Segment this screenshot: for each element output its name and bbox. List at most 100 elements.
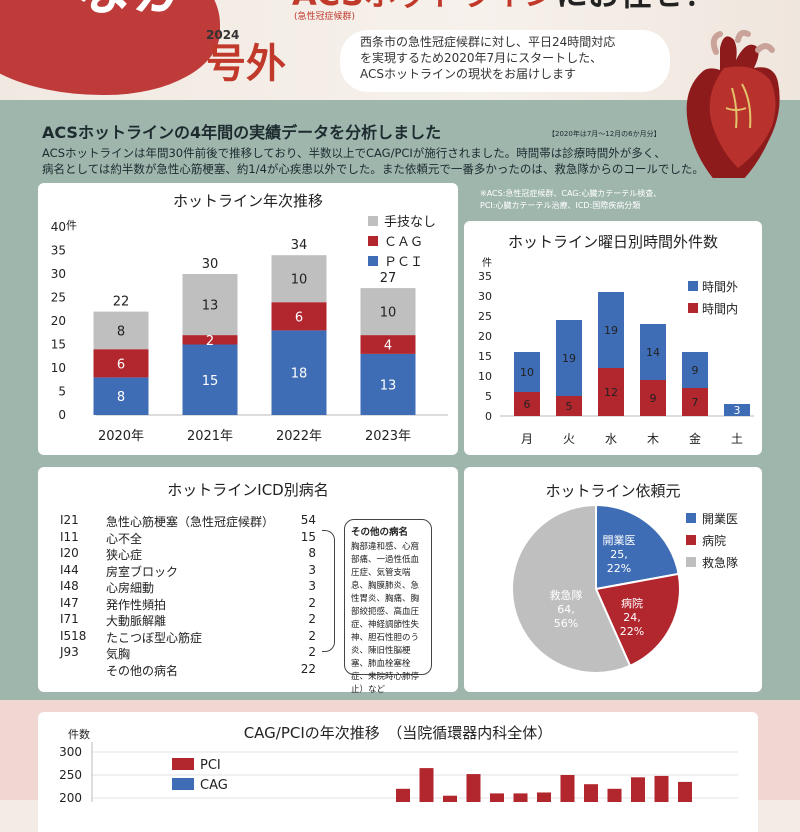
- slice-label: 病院: [621, 596, 643, 610]
- data-label: 13: [202, 299, 219, 314]
- bar: [560, 775, 575, 802]
- acs-note: (急性冠症候群): [294, 12, 356, 22]
- data-label: 9: [650, 392, 657, 405]
- data-label: 10: [520, 366, 534, 379]
- data-label: 5: [566, 400, 573, 413]
- legend-label: 時間外: [702, 280, 738, 294]
- legend-swatch: [172, 778, 194, 790]
- legend-label: CAG: [200, 778, 228, 793]
- icd-count: 2: [308, 612, 316, 626]
- bar-segment: [682, 388, 708, 416]
- icd-count: 3: [308, 579, 316, 593]
- legend-swatch: [368, 216, 378, 226]
- pie-slice: [595, 503, 680, 591]
- annual-trend-card: ホットライン年次推移 件 0 5 10 15 20 25 30 35 40 8 6 8 22 2020年 15…: [38, 183, 458, 455]
- bar-segment: [724, 404, 750, 416]
- intro-box: 西条市の急性冠症候群に対し、平日24時間対応 を実現するため2020年7月にスタ…: [340, 30, 670, 92]
- total-label: 27: [380, 271, 397, 286]
- issue-year: 2024: [206, 28, 240, 42]
- y-axis-label: 件数: [68, 728, 90, 741]
- x-tick-label: 2021年: [187, 429, 233, 444]
- other-title: その他の病名: [351, 527, 409, 538]
- y-tick-label: 0: [485, 410, 492, 423]
- bar-segment: [514, 352, 540, 392]
- weekday-card: ホットライン曜日別時間外件数 件 0 5 10 15 20 25 30 35 6 10 月 5 19 火 12…: [464, 221, 762, 455]
- y-tick-label: 40: [51, 220, 66, 234]
- bar: [631, 777, 645, 802]
- abbreviation-note: ※ACS:急性冠症候群、CAG:心臓カテーテル検査、 PCI:心臓カテーテル治療…: [480, 188, 790, 212]
- icd-code: I47: [60, 595, 79, 610]
- icd-count: 15: [300, 529, 316, 544]
- data-label: 13: [380, 378, 397, 393]
- slice-value: 64,: [557, 603, 575, 616]
- legend-label: ＣＡＧ: [384, 235, 423, 250]
- bar: [490, 793, 504, 802]
- data-label: 8: [117, 390, 125, 405]
- header-banner: なか 2024 号外 ACSホットラインにお任せ！ (急性冠症候群) 西条市の急…: [0, 0, 800, 100]
- data-label: 19: [604, 324, 618, 337]
- icd-code: I21: [60, 513, 79, 527]
- y-axis-label: 件: [66, 219, 77, 232]
- bar-segment: [556, 396, 582, 416]
- legend-swatch: [686, 557, 696, 567]
- icd-name: 発作性頻拍: [106, 597, 167, 612]
- y-tick-label: 10: [51, 361, 66, 375]
- other-bracket: [322, 530, 335, 652]
- legend-label: 開業医: [702, 512, 738, 526]
- bar: [537, 792, 551, 802]
- icd-name: 心不全: [106, 531, 143, 546]
- bar-segment: [640, 380, 666, 416]
- data-label: 15: [202, 374, 219, 389]
- bar-segment: [182, 274, 238, 336]
- bar: [443, 795, 457, 802]
- icd-title: ホットラインICD別病名: [167, 481, 329, 499]
- bar-segment: [360, 353, 416, 415]
- data-label: 18: [291, 367, 308, 382]
- total-label: 34: [291, 238, 308, 253]
- legend-swatch: [686, 513, 696, 523]
- legend-label: 時間内: [702, 302, 738, 316]
- headline-red: ACSホットライン: [292, 0, 556, 13]
- slice-pct: 22%: [620, 625, 644, 638]
- slice-value: 24,: [623, 611, 641, 624]
- slice-label: 救急隊: [550, 588, 583, 602]
- icd-code: I20: [60, 546, 79, 560]
- bar-segment: [93, 377, 149, 415]
- bar-segment: [93, 311, 149, 350]
- x-tick-label: 2020年: [98, 429, 144, 444]
- icd-name: 心房細動: [106, 581, 155, 595]
- legend-label: 病院: [702, 533, 726, 548]
- y-tick-label: 200: [59, 791, 82, 802]
- y-tick-label: 25: [51, 291, 66, 305]
- y-tick-label: 5: [58, 385, 66, 399]
- total-label: 22: [113, 295, 130, 310]
- legend-label: PCI: [200, 758, 221, 773]
- cag-pci-title: CAG/PCIの年次推移 （当院循環器内科全体）: [243, 724, 553, 742]
- icd-name: 房室ブロック: [106, 564, 179, 579]
- headline: ACSホットラインにお任せ！: [292, 0, 716, 10]
- legend-swatch: [368, 236, 378, 246]
- legend-swatch: [172, 758, 194, 770]
- source-card: ホットライン依頼元 開業医 25, 22% 病院 24, 22% 救急隊 64, 56% 開業医病…: [464, 467, 762, 692]
- icd-name: たこつぼ型心筋症: [106, 630, 203, 645]
- bar-segment: [640, 324, 666, 380]
- legend-label: 手技なし: [384, 215, 436, 230]
- data-label: 12: [604, 386, 618, 399]
- y-tick-label: 35: [51, 244, 66, 258]
- y-tick-label: 20: [51, 314, 66, 328]
- data-label: 19: [562, 352, 576, 365]
- icd-code: I48: [60, 579, 79, 593]
- x-tick-label: 土: [731, 432, 743, 446]
- section-note: 【2020年は7月〜12月の6か月分】: [548, 130, 661, 138]
- bar-segment: [271, 255, 327, 303]
- icd-name: その他の病名: [106, 663, 179, 678]
- other-diseases-box: その他の病名 胸部違和感、心窩部痛、一過性低血圧症、気管支喘息、胸膜肺炎、急性胃…: [344, 519, 432, 695]
- y-tick-label: 0: [58, 408, 66, 422]
- heart-illustration: [686, 29, 780, 178]
- bar: [466, 774, 481, 802]
- icd-code: I11: [60, 529, 79, 544]
- total-label: 30: [202, 257, 219, 272]
- data-label: 10: [291, 273, 308, 288]
- pie-slice: [594, 572, 681, 668]
- bar-segment: [360, 288, 416, 336]
